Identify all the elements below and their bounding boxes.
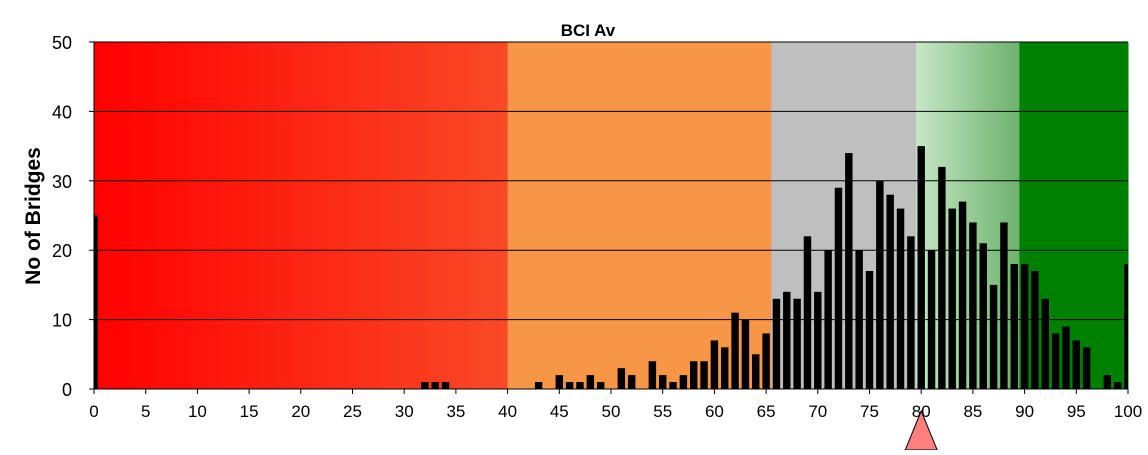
bar-83 bbox=[948, 208, 956, 389]
bar-32 bbox=[421, 382, 429, 389]
bar-98 bbox=[1103, 375, 1112, 389]
y-tick-label-30: 30 bbox=[52, 172, 72, 192]
bar-63 bbox=[741, 319, 750, 389]
x-tick-label-85: 85 bbox=[963, 402, 982, 421]
x-tick-label-15: 15 bbox=[240, 402, 259, 421]
bar-66 bbox=[772, 298, 781, 389]
bar-48 bbox=[586, 375, 595, 389]
bar-76 bbox=[876, 180, 884, 389]
bar-92 bbox=[1041, 298, 1050, 389]
bar-87 bbox=[989, 284, 998, 389]
y-tick-label-10: 10 bbox=[52, 311, 72, 331]
x-tick-label-60: 60 bbox=[705, 402, 724, 421]
bar-59 bbox=[700, 361, 708, 389]
bar-70 bbox=[814, 291, 822, 389]
bar-85 bbox=[969, 222, 977, 389]
bar-78 bbox=[896, 208, 905, 389]
bar-80 bbox=[917, 146, 925, 389]
bar-47 bbox=[576, 382, 584, 389]
bar-95 bbox=[1072, 340, 1081, 389]
bar-82 bbox=[938, 166, 946, 389]
x-tick-label-0: 0 bbox=[89, 402, 98, 421]
x-tick-label-10: 10 bbox=[188, 402, 207, 421]
band-1 bbox=[507, 42, 772, 389]
background-bands bbox=[94, 42, 1129, 389]
bar-33 bbox=[431, 382, 439, 389]
bar-34 bbox=[441, 382, 450, 389]
bar-81 bbox=[927, 250, 936, 389]
bar-91 bbox=[1031, 271, 1039, 389]
y-tick-label-50: 50 bbox=[52, 33, 72, 53]
x-tick-label-75: 75 bbox=[860, 402, 879, 421]
x-tick-label-90: 90 bbox=[1015, 402, 1034, 421]
bar-43 bbox=[534, 382, 543, 389]
bar-45 bbox=[555, 375, 564, 389]
bar-86 bbox=[979, 243, 987, 389]
bar-0 bbox=[94, 215, 98, 389]
bar-52 bbox=[627, 375, 636, 389]
x-tick-label-30: 30 bbox=[395, 402, 414, 421]
bar-67 bbox=[783, 291, 791, 389]
x-tick-label-25: 25 bbox=[343, 402, 362, 421]
band-2 bbox=[771, 42, 917, 389]
bar-55 bbox=[658, 375, 667, 389]
bar-51 bbox=[617, 368, 626, 389]
y-tick-labels: 0 10 20 30 40 50 bbox=[52, 33, 72, 400]
x-tick-label-95: 95 bbox=[1067, 402, 1086, 421]
x-tick-label-20: 20 bbox=[291, 402, 310, 421]
x-tick-label-100: 100 bbox=[1114, 402, 1142, 421]
bar-68 bbox=[793, 298, 801, 389]
y-tick-label-40: 40 bbox=[52, 102, 72, 122]
x-tick-label-50: 50 bbox=[602, 402, 621, 421]
band-0 bbox=[94, 42, 509, 389]
bar-65 bbox=[762, 333, 770, 389]
bar-84 bbox=[958, 201, 967, 389]
axes bbox=[89, 41, 1129, 394]
x-tick-label-35: 35 bbox=[446, 402, 465, 421]
bar-57 bbox=[679, 375, 688, 389]
marker bbox=[904, 409, 938, 451]
bar-71 bbox=[824, 250, 832, 389]
x-tick-label-45: 45 bbox=[550, 402, 569, 421]
x-tick-label-70: 70 bbox=[808, 402, 827, 421]
bar-64 bbox=[752, 354, 760, 389]
chart-title: BCI Av bbox=[561, 21, 616, 40]
bar-100 bbox=[1124, 264, 1128, 389]
bar-93 bbox=[1051, 333, 1060, 389]
marker-triangle bbox=[904, 409, 938, 451]
bar-58 bbox=[689, 361, 698, 389]
x-tick-label-40: 40 bbox=[498, 402, 517, 421]
bar-60 bbox=[710, 340, 719, 389]
bar-72 bbox=[834, 187, 843, 389]
bar-62 bbox=[731, 312, 739, 389]
bar-90 bbox=[1020, 264, 1029, 389]
bar-75 bbox=[865, 271, 874, 389]
x-tick-label-55: 55 bbox=[653, 402, 672, 421]
bar-49 bbox=[596, 382, 605, 389]
bar-74 bbox=[855, 250, 863, 389]
bar-88 bbox=[1000, 222, 1008, 389]
bar-54 bbox=[648, 361, 657, 389]
y-tick-label-20: 20 bbox=[52, 241, 72, 261]
y-axis-label: No of Bridges bbox=[22, 147, 45, 285]
bar-79 bbox=[907, 236, 915, 389]
bar-96 bbox=[1082, 347, 1091, 389]
bar-56 bbox=[669, 382, 677, 389]
bar-46 bbox=[565, 382, 574, 389]
bar-61 bbox=[721, 347, 729, 389]
bars bbox=[94, 146, 1128, 389]
x-tick-label-65: 65 bbox=[757, 402, 776, 421]
bar-94 bbox=[1062, 326, 1070, 389]
x-tick-labels: 0510152025303540455055606570758085909510… bbox=[89, 402, 1142, 421]
bar-73 bbox=[845, 153, 853, 389]
bar-69 bbox=[803, 236, 812, 389]
bar-89 bbox=[1010, 264, 1018, 389]
bar-77 bbox=[886, 194, 894, 389]
bar-99 bbox=[1113, 382, 1122, 389]
x-tick-label-5: 5 bbox=[141, 402, 150, 421]
y-tick-label-0: 0 bbox=[62, 380, 72, 400]
